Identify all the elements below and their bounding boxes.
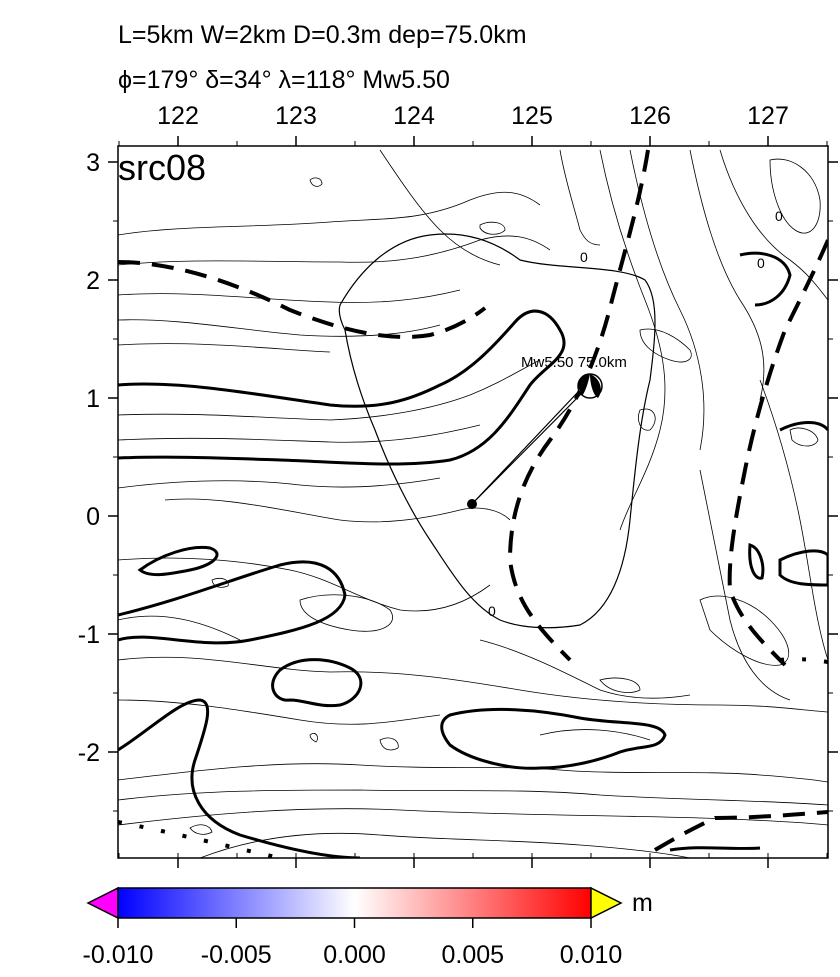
- y-tick-label: 2: [86, 267, 100, 295]
- colorbar-unit: m: [632, 889, 653, 917]
- contour-label: 0: [488, 603, 496, 619]
- panel-label: src08: [118, 147, 206, 188]
- x-tick-label: 122: [157, 102, 199, 130]
- source-label: Mw5.50 75.0km: [521, 354, 627, 371]
- y-tick-label: -2: [78, 739, 100, 767]
- contour-label: 0: [580, 249, 588, 265]
- dotted-boundaries: [118, 657, 828, 858]
- map-contours: [118, 149, 828, 858]
- colorbar-gradient: [117, 887, 592, 919]
- colorbar-tick-label: -0.010: [83, 941, 154, 969]
- header-params: L=5km W=2km D=0.3m dep=75.0km: [118, 21, 527, 49]
- epicenter-marker: [467, 499, 477, 509]
- x-axis: 122 123 124 125 126 127: [118, 102, 828, 868]
- y-tick-label: 3: [86, 149, 100, 177]
- y-tick-label: -1: [78, 621, 100, 649]
- x-tick-label: 127: [747, 102, 789, 130]
- x-tick-label: 125: [511, 102, 553, 130]
- colorbar-low-overflow: [86, 886, 119, 920]
- rupture-outline: [338, 233, 656, 629]
- contour-label: 0: [757, 255, 765, 271]
- y-tick-label: 0: [86, 503, 100, 531]
- y-tick-label: 1: [86, 385, 100, 413]
- colorbar-tick-label: 0.005: [441, 941, 504, 969]
- zero-contours: [118, 251, 828, 858]
- beachball-icon: [577, 373, 603, 399]
- colorbar-tick-label: -0.005: [201, 941, 272, 969]
- x-tick-label: 124: [393, 102, 435, 130]
- source-line: [471, 384, 591, 505]
- colorbar-ticks: -0.010 -0.005 0.000 0.005 0.010: [83, 918, 623, 969]
- header-mechanism: ϕ=179° δ=34° λ=118° Mw5.50: [118, 66, 450, 94]
- y-axis: 3 2 1 0 -1 -2: [78, 149, 838, 812]
- x-tick-label: 126: [629, 102, 671, 130]
- colorbar: m -0.010 -0.005 0.000 0.005 0.010: [83, 886, 653, 969]
- colorbar-high-overflow: [590, 886, 623, 920]
- colorbar-tick-label: 0.010: [560, 941, 623, 969]
- contour-label: 0: [775, 208, 783, 224]
- x-tick-label: 123: [275, 102, 317, 130]
- trench-lines: [118, 149, 828, 852]
- colorbar-tick-label: 0.000: [323, 941, 386, 969]
